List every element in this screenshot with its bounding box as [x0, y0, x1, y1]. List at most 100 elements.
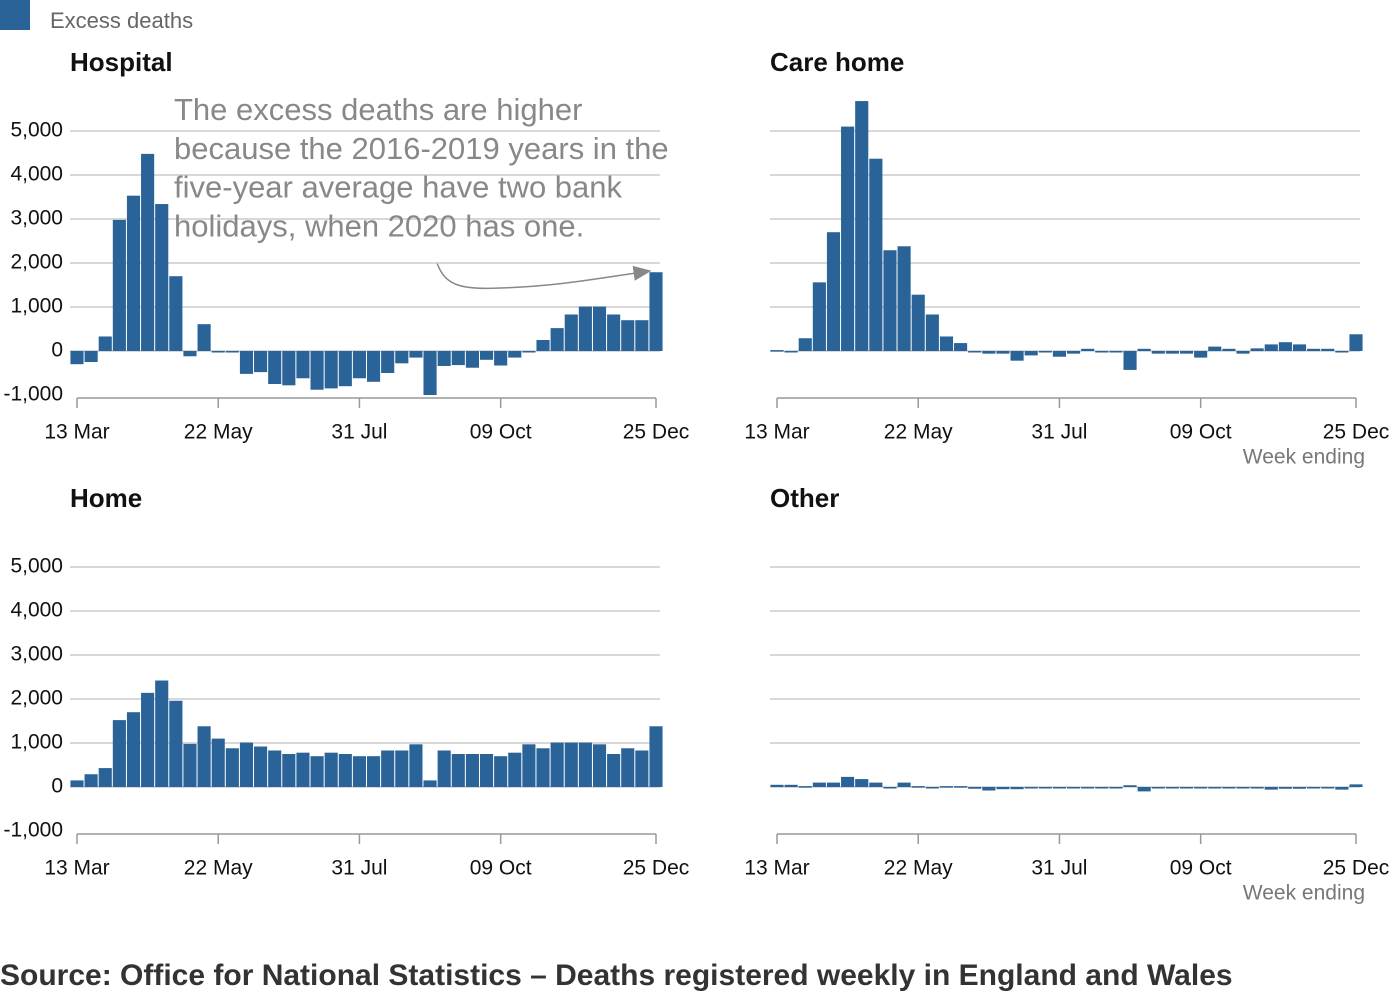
- bar: [310, 756, 324, 787]
- bar: [381, 750, 395, 787]
- bar: [911, 294, 925, 351]
- bar: [1236, 351, 1250, 354]
- bar: [465, 754, 479, 787]
- bar: [1109, 351, 1123, 353]
- bar: [1194, 787, 1208, 789]
- bar: [1179, 787, 1194, 789]
- bar: [968, 787, 982, 789]
- bar: [1137, 348, 1151, 351]
- bar: [338, 351, 352, 387]
- bar: [798, 786, 812, 788]
- x-tick-label: 09 Oct: [470, 857, 532, 880]
- bar: [1024, 351, 1038, 356]
- bar: [1151, 787, 1165, 789]
- bar: [84, 351, 98, 362]
- bar: [649, 726, 663, 787]
- bar: [126, 712, 141, 787]
- x-tick-label: 25 Dec: [623, 421, 690, 444]
- bar: [437, 351, 451, 366]
- bar: [84, 774, 98, 787]
- bar: [550, 742, 564, 787]
- bar: [968, 351, 982, 353]
- bar: [409, 744, 423, 787]
- bar: [578, 742, 592, 787]
- bar: [578, 306, 592, 351]
- bar: [812, 282, 826, 351]
- bar: [1067, 787, 1081, 789]
- bar: [1123, 785, 1137, 787]
- bar: [1010, 351, 1024, 361]
- bar: [1349, 784, 1363, 787]
- bar: [211, 351, 225, 353]
- bar: [855, 779, 869, 787]
- bar: [296, 752, 310, 787]
- annotation-arrow: [436, 262, 652, 290]
- bar: [869, 782, 883, 787]
- bar: [1137, 787, 1151, 792]
- bar: [395, 351, 409, 364]
- bar: [1307, 348, 1321, 351]
- y-tick-label: 2,000: [10, 251, 63, 274]
- legend-swatch: [0, 0, 30, 30]
- y-tick-label: 2,000: [10, 687, 63, 710]
- bar: [798, 338, 812, 351]
- bar: [1208, 346, 1222, 351]
- bar: [1264, 344, 1278, 351]
- bar: [996, 787, 1010, 790]
- chart-title: Hospital: [70, 47, 173, 77]
- annotation: because the 2016-2019 years in the: [174, 131, 669, 166]
- bar: [324, 351, 338, 389]
- bar: [155, 204, 169, 351]
- bar: [770, 350, 784, 352]
- bar: [649, 272, 663, 351]
- bar: [409, 351, 423, 358]
- bar: [784, 351, 798, 353]
- bar: [282, 351, 296, 386]
- bar: [925, 787, 939, 789]
- bar: [1081, 348, 1095, 351]
- bar: [268, 750, 282, 787]
- bar: [1222, 348, 1236, 351]
- bar: [98, 336, 112, 351]
- bar: [522, 744, 536, 787]
- x-axis-label: Week ending: [1243, 882, 1365, 905]
- bar: [451, 351, 465, 366]
- bar: [1335, 787, 1349, 790]
- bar: [169, 700, 183, 787]
- bar: [1067, 351, 1081, 354]
- bar: [423, 351, 437, 395]
- bar: [1095, 351, 1109, 353]
- bar: [183, 743, 197, 787]
- bar: [155, 680, 169, 787]
- bar: [197, 726, 211, 787]
- bar: [126, 195, 141, 351]
- bar: [494, 351, 508, 366]
- x-tick-label: 13 Mar: [744, 421, 809, 444]
- x-tick-label: 25 Dec: [623, 857, 690, 880]
- bar: [1264, 787, 1278, 790]
- bar: [1278, 342, 1292, 351]
- bar: [1095, 787, 1109, 789]
- bar: [1052, 787, 1066, 789]
- bar: [1165, 787, 1179, 789]
- bar: [841, 126, 855, 351]
- bar: [826, 232, 841, 351]
- y-tick-label: 3,000: [10, 643, 63, 666]
- bar: [1165, 351, 1179, 354]
- bar: [855, 101, 869, 351]
- bar: [254, 746, 268, 787]
- bar: [141, 153, 155, 351]
- bar: [1321, 787, 1335, 789]
- bar: [1349, 334, 1363, 351]
- bar: [812, 782, 826, 787]
- annotation: five-year average have two bank: [174, 170, 623, 205]
- bar: [1250, 787, 1264, 789]
- bar: [1335, 351, 1349, 353]
- bar: [635, 750, 649, 787]
- bar: [621, 748, 635, 787]
- bar: [939, 336, 954, 351]
- bar: [197, 324, 211, 351]
- y-tick-label: 0: [51, 775, 63, 798]
